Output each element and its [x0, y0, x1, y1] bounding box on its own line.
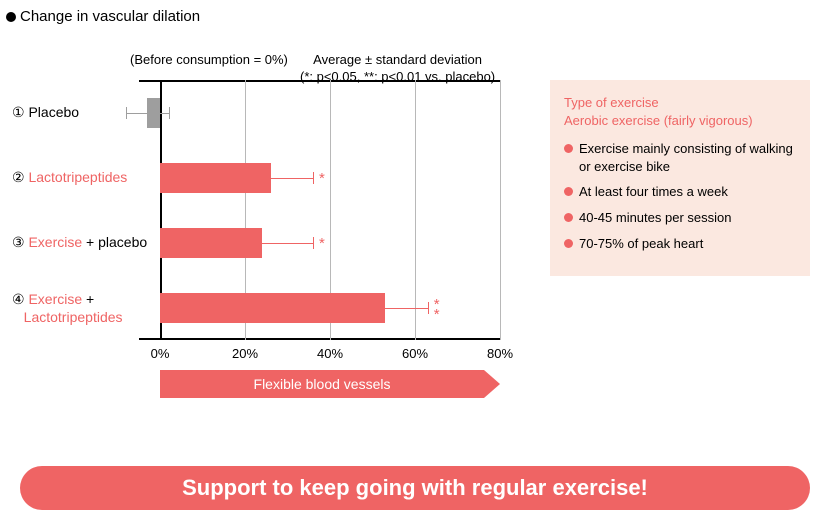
x-tick-label: 60% — [402, 346, 428, 361]
page-title-row: Change in vascular dilation — [0, 0, 830, 25]
bullet-icon — [6, 12, 16, 22]
arrow-band: Flexible blood vessels — [160, 370, 484, 398]
category-label: ④ Exercise + Lactotripeptides — [12, 290, 152, 326]
banner-text: Support to keep going with regular exerc… — [182, 475, 648, 501]
axis-bottom — [139, 338, 500, 340]
info-title-line1: Type of exercise — [564, 95, 659, 110]
bottom-banner: Support to keep going with regular exerc… — [20, 466, 810, 510]
baseline-label: (Before consumption = 0%) — [130, 52, 288, 67]
significance-marker: ** — [434, 300, 440, 321]
bullet-icon — [564, 213, 573, 222]
error-cap — [313, 172, 314, 184]
info-item-text: Exercise mainly consisting of walking or… — [579, 140, 798, 175]
bullet-icon — [564, 239, 573, 248]
error-cap — [126, 107, 127, 119]
info-box: Type of exercise Aerobic exercise (fairl… — [550, 80, 810, 276]
significance-marker: * — [319, 239, 325, 250]
error-bar — [126, 113, 169, 114]
x-tick-label: 20% — [232, 346, 258, 361]
category-label: ② Lactotripeptides — [12, 168, 152, 186]
page-title: Change in vascular dilation — [20, 8, 200, 25]
axis-top — [139, 80, 500, 82]
x-tick-label: 80% — [487, 346, 513, 361]
info-title-line2: Aerobic exercise (fairly vigorous) — [564, 113, 753, 128]
info-item: Exercise mainly consisting of walking or… — [564, 140, 798, 175]
info-item-text: 70-75% of peak heart — [579, 235, 703, 253]
bar — [160, 228, 262, 258]
info-item: 70-75% of peak heart — [564, 235, 798, 253]
arrow-label: Flexible blood vessels — [254, 376, 391, 392]
info-title: Type of exercise Aerobic exercise (fairl… — [564, 94, 798, 130]
info-item: At least four times a week — [564, 183, 798, 201]
error-bar — [385, 308, 428, 309]
error-cap — [428, 302, 429, 314]
gridline — [500, 80, 501, 340]
bullet-icon — [564, 144, 573, 153]
bar — [160, 163, 271, 193]
bar — [160, 293, 385, 323]
error-bar — [271, 178, 314, 179]
stats-line1: Average ± standard deviation — [313, 52, 482, 67]
info-item-text: 40-45 minutes per session — [579, 209, 731, 227]
plot-region: **** — [160, 80, 500, 340]
error-bar — [262, 243, 313, 244]
info-items: Exercise mainly consisting of walking or… — [564, 140, 798, 252]
gridline — [415, 80, 416, 340]
info-item: 40-45 minutes per session — [564, 209, 798, 227]
error-cap — [169, 107, 170, 119]
category-label: ③ Exercise + placebo — [12, 233, 152, 251]
significance-marker: * — [319, 174, 325, 185]
info-item-text: At least four times a week — [579, 183, 728, 201]
x-tick-label: 40% — [317, 346, 343, 361]
error-cap — [313, 237, 314, 249]
x-tick-label: 0% — [151, 346, 170, 361]
bullet-icon — [564, 187, 573, 196]
